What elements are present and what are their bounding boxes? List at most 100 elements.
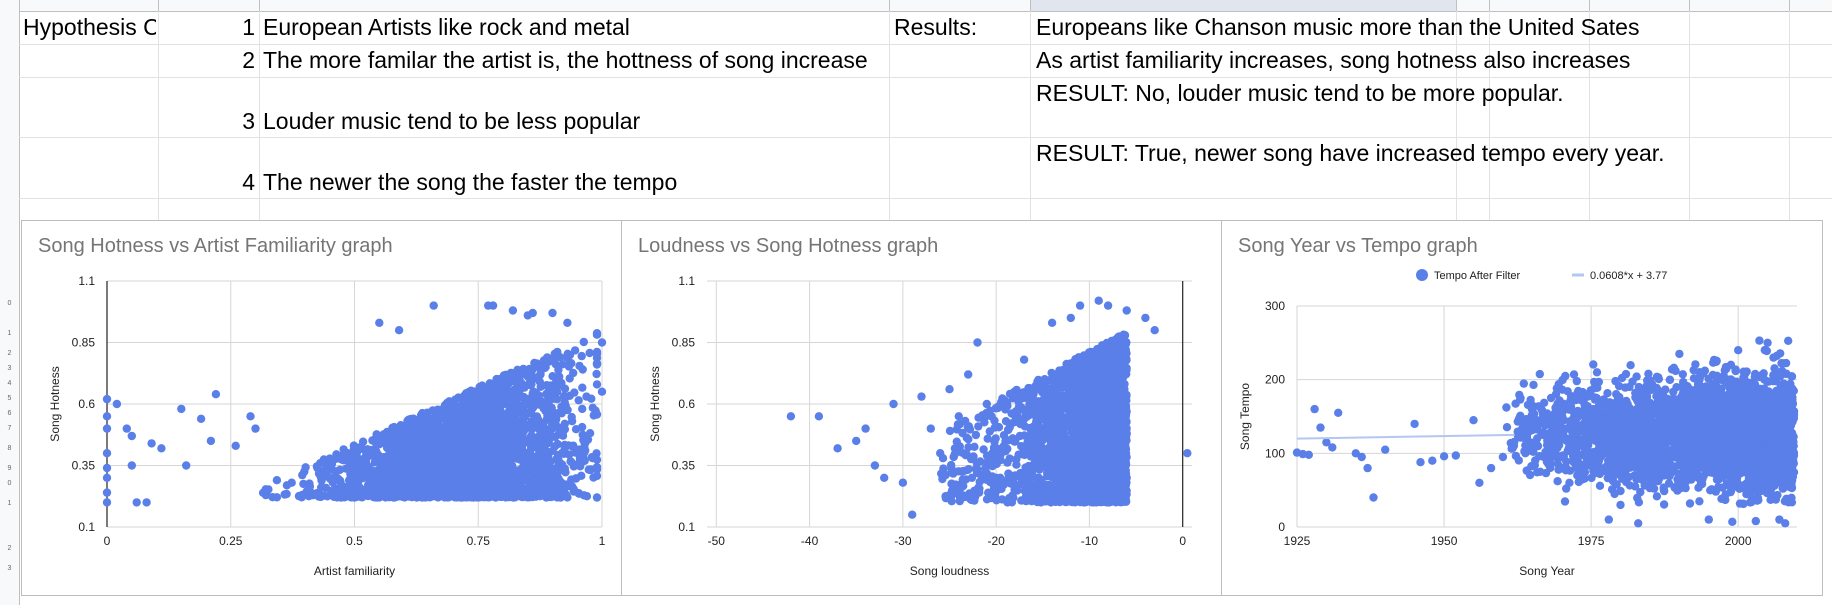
cell-result[interactable]: RESULT: No, louder music tend to be more… bbox=[1036, 80, 1564, 106]
column-divider[interactable] bbox=[1589, 0, 1590, 11]
data-point bbox=[387, 461, 396, 470]
data-point bbox=[513, 408, 522, 417]
cell-result[interactable]: Europeans like Chanson music more than t… bbox=[1036, 14, 1640, 40]
selected-column-header[interactable] bbox=[1031, 0, 1457, 11]
cell-result[interactable]: RESULT: True, newer song have increased … bbox=[1036, 140, 1665, 166]
data-point bbox=[314, 492, 324, 501]
data-point bbox=[387, 481, 396, 491]
data-point bbox=[536, 369, 545, 379]
data-point bbox=[453, 479, 463, 489]
data-point bbox=[493, 451, 502, 460]
data-point bbox=[585, 348, 594, 358]
row-number[interactable]: 7 bbox=[7, 425, 12, 432]
data-point bbox=[565, 350, 575, 360]
row-number[interactable]: 2 bbox=[7, 545, 12, 552]
row-header-bar[interactable]: 0 1 2 3 4 5 6 7 8 9 0 1 2 3 bbox=[0, 0, 20, 605]
data-point bbox=[484, 449, 494, 459]
x-tick-label: 0.25 bbox=[219, 534, 243, 548]
data-point bbox=[555, 408, 564, 418]
column-divider[interactable] bbox=[1489, 0, 1490, 11]
row-number[interactable]: 3 bbox=[7, 565, 12, 572]
chart-title: Loudness vs Song Hotness graph bbox=[638, 235, 938, 257]
data-point bbox=[364, 482, 373, 491]
row-number[interactable]: 0 bbox=[7, 480, 12, 487]
data-point bbox=[553, 450, 563, 460]
cell-result[interactable]: As artist familiarity increases, song ho… bbox=[1036, 47, 1631, 73]
cell-results-label[interactable]: Results: bbox=[894, 14, 978, 40]
data-point bbox=[476, 481, 486, 490]
column-divider[interactable] bbox=[158, 0, 159, 11]
cell-hypothesis-number[interactable]: 1 bbox=[242, 14, 255, 40]
data-point bbox=[335, 476, 345, 485]
data-point bbox=[592, 380, 602, 389]
cell-hypothesis-number[interactable]: 4 bbox=[242, 169, 255, 195]
data-point bbox=[485, 422, 494, 432]
chart-hotness-vs-familiarity[interactable]: Song Hotness vs Artist Familiarity graph… bbox=[22, 221, 621, 595]
row-number[interactable]: 9 bbox=[7, 465, 12, 472]
data-point bbox=[470, 480, 480, 490]
row-number[interactable]: 2 bbox=[7, 350, 12, 357]
column-divider[interactable] bbox=[1456, 0, 1457, 11]
row-number[interactable]: 3 bbox=[7, 365, 12, 372]
data-point bbox=[552, 394, 562, 404]
data-point bbox=[496, 388, 506, 397]
data-point bbox=[415, 487, 424, 496]
data-point bbox=[521, 395, 530, 404]
data-point bbox=[579, 491, 589, 500]
cell-hypothesis-number[interactable]: 3 bbox=[242, 108, 255, 134]
data-point bbox=[508, 306, 518, 315]
data-point bbox=[983, 434, 992, 443]
data-point bbox=[329, 492, 339, 501]
data-points bbox=[102, 301, 607, 507]
cell-hypothesis[interactable]: Louder music tend to be less popular bbox=[263, 108, 641, 134]
row-number[interactable]: 5 bbox=[7, 395, 12, 402]
column-divider[interactable] bbox=[1789, 0, 1790, 11]
data-point bbox=[476, 467, 485, 477]
row-number[interactable]: 6 bbox=[7, 410, 12, 417]
data-point bbox=[468, 421, 477, 431]
data-point bbox=[525, 485, 534, 494]
data-point bbox=[374, 477, 383, 487]
data-point bbox=[147, 439, 156, 448]
column-divider[interactable] bbox=[1030, 0, 1031, 11]
data-point bbox=[514, 416, 523, 425]
data-point bbox=[380, 492, 389, 501]
y-tick-label: 0.6 bbox=[78, 397, 95, 411]
data-point bbox=[429, 301, 438, 310]
data-point bbox=[264, 485, 273, 494]
cell-hypothesis[interactable]: European Artists like rock and metal bbox=[263, 14, 630, 40]
row-number[interactable]: 1 bbox=[7, 330, 12, 337]
data-point bbox=[483, 438, 493, 447]
row-number[interactable]: 8 bbox=[7, 445, 12, 452]
data-point bbox=[474, 459, 483, 468]
charts-container: Song Hotness vs Artist Familiarity graph… bbox=[21, 220, 1823, 596]
row-number[interactable]: 4 bbox=[7, 380, 12, 387]
data-point bbox=[440, 470, 450, 479]
column-divider[interactable] bbox=[259, 0, 260, 11]
column-divider[interactable] bbox=[889, 0, 890, 11]
cell-hypothesis[interactable]: The newer the song the faster the tempo bbox=[263, 169, 678, 195]
row-number[interactable]: 1 bbox=[7, 500, 12, 507]
data-point bbox=[578, 365, 587, 374]
y-tick-label: 0.6 bbox=[678, 397, 695, 411]
x-tick-label: -40 bbox=[801, 534, 819, 548]
cell-hypothesis-number[interactable]: 2 bbox=[242, 47, 255, 73]
column-header-bar[interactable] bbox=[19, 0, 1832, 12]
data-point bbox=[427, 477, 436, 486]
row-number[interactable]: 0 bbox=[7, 300, 12, 307]
data-point bbox=[563, 405, 572, 415]
column-divider[interactable] bbox=[1689, 0, 1690, 11]
data-point bbox=[335, 465, 345, 474]
cell-hypothesis[interactable]: The more familar the artist is, the hott… bbox=[263, 47, 868, 73]
data-point bbox=[177, 404, 186, 414]
chart-loudness-vs-hotness[interactable]: Loudness vs Song Hotness graph 0.1 0.35 0.6… bbox=[621, 221, 1222, 595]
cell-a1[interactable]: Hypothesis C bbox=[23, 14, 156, 40]
scatter-chart-svg[interactable]: Loudness vs Song Hotness graph0.10.350.6… bbox=[622, 221, 1222, 595]
data-point bbox=[516, 468, 526, 478]
data-point bbox=[502, 476, 511, 486]
x-tick-label: -30 bbox=[894, 534, 912, 548]
data-point bbox=[584, 465, 593, 474]
scatter-chart-svg[interactable]: Song Hotness vs Artist Familiarity graph… bbox=[22, 221, 621, 595]
grid-line bbox=[19, 77, 1832, 78]
x-tick-label: 1 bbox=[599, 534, 606, 548]
